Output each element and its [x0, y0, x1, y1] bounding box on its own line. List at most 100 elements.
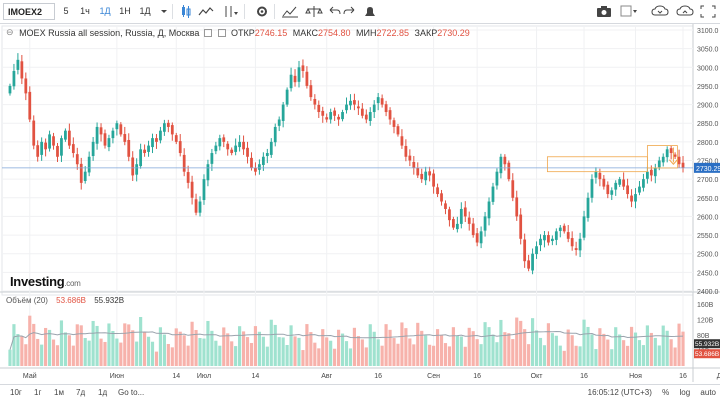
undo-icon[interactable] [324, 3, 344, 20]
alert-icon[interactable] [360, 3, 380, 20]
candle-body [202, 179, 206, 201]
volume-bar [542, 345, 547, 366]
gear-icon[interactable] [252, 3, 272, 20]
range-10y-button[interactable]: 10г [10, 388, 22, 397]
price-tick-label: 2950.0 [697, 84, 719, 91]
percent-toggle[interactable]: % [662, 388, 670, 397]
cloud-download-icon[interactable] [650, 3, 670, 20]
interval-custom-button[interactable]: 1Д [139, 6, 151, 16]
volume-bar [416, 322, 420, 366]
candle-body [459, 208, 463, 224]
volume-bar [230, 341, 234, 366]
volume-bar [424, 335, 428, 366]
candle-body [412, 161, 416, 168]
volume-bar [162, 334, 166, 366]
candle-body [519, 214, 523, 239]
candle-body [162, 123, 166, 132]
volume-bar [79, 325, 83, 366]
layout-icon[interactable] [618, 3, 638, 20]
volume-bar [154, 351, 159, 366]
volume-bar [293, 336, 297, 366]
candle-body [75, 154, 79, 165]
volume-bar [392, 338, 396, 366]
price-tick-label: 2900.0 [697, 103, 719, 110]
candle-body [507, 162, 511, 180]
candle-body [254, 167, 257, 172]
drawing-arrow [669, 147, 678, 165]
collapse-icon[interactable]: ⊖ [6, 27, 14, 38]
range-1y-button[interactable]: 1г [34, 388, 42, 397]
cloud-upload-icon[interactable] [675, 3, 695, 20]
volume-bar [115, 338, 119, 366]
settings-chip-icon[interactable] [203, 28, 212, 37]
indicators-icon[interactable] [196, 3, 216, 20]
candle-body [614, 182, 618, 190]
volume-bar [24, 344, 28, 366]
volume-bar [135, 341, 139, 366]
candle-body [309, 85, 313, 98]
volume-bar [602, 333, 606, 366]
volume-bar [404, 328, 408, 366]
candle-body [448, 209, 451, 221]
interval-5-button[interactable]: 5 [63, 6, 69, 16]
volume-bar [289, 325, 293, 366]
candle-body [665, 149, 669, 158]
interval-1h-button[interactable]: 1ч [80, 6, 90, 16]
dropdown-arrow-icon[interactable] [154, 3, 174, 20]
candle-body [594, 171, 598, 178]
redo-icon[interactable] [340, 3, 360, 20]
candle-body [71, 144, 75, 154]
candle-body [646, 171, 649, 179]
legend-low-label: МИН [356, 27, 377, 38]
time-tick-label: Июн [110, 373, 124, 380]
candle-body [341, 112, 344, 120]
range-7d-button[interactable]: 7д [76, 388, 86, 397]
candle-body [364, 114, 368, 120]
candle-body [48, 134, 51, 149]
log-toggle[interactable]: log [679, 388, 691, 397]
range-1d-button[interactable]: 1д [98, 388, 108, 397]
close-chip-icon[interactable] [218, 28, 227, 37]
candle-body [155, 138, 158, 142]
candle-body [428, 171, 432, 176]
volume-bar [598, 328, 602, 366]
fullscreen-icon[interactable] [698, 3, 718, 20]
auto-toggle[interactable]: auto [700, 388, 716, 397]
candle-body [527, 260, 531, 269]
chart-canvas[interactable]: 2400.0 2450.0 2500.0 2550.0 2600.0 2650.0 2700… [0, 24, 720, 384]
volume-bar [499, 319, 503, 366]
drawing-icon[interactable] [220, 3, 240, 20]
chart-type-icon[interactable] [280, 3, 300, 20]
scale-icon[interactable] [304, 3, 324, 20]
candle-body [258, 164, 261, 170]
interval-1d-button[interactable]: 1Д [99, 6, 111, 16]
candle-body [182, 154, 186, 172]
candle-body [420, 173, 424, 180]
volume-bar [131, 330, 135, 366]
time-tick-label: Сен [427, 373, 440, 380]
goto-button[interactable]: Go to... [118, 388, 145, 397]
candle-body [345, 104, 348, 111]
interval-1w-button[interactable]: 1Н [119, 6, 131, 16]
candle-body [602, 178, 606, 187]
candle-body [198, 201, 202, 213]
candle-body [301, 65, 305, 72]
price-tick-label: 2650.0 [697, 196, 719, 203]
candle-body [123, 134, 127, 142]
symbol-input[interactable]: IMOEX2 [3, 3, 55, 20]
candle-body [380, 98, 384, 105]
volume-bar [103, 341, 107, 366]
camera-icon[interactable] [594, 3, 614, 20]
candle-body [234, 145, 238, 152]
volume-bar [443, 343, 448, 366]
investing-logo: Investing.com [10, 274, 81, 289]
candle-body [400, 136, 404, 146]
price-tick-label: 2800.0 [697, 140, 719, 147]
candles-icon[interactable] [176, 3, 196, 20]
volume-bar [190, 321, 194, 366]
volume-bar [629, 326, 634, 366]
volume-bar [606, 339, 610, 366]
volume-bar [475, 339, 479, 366]
range-1m-button[interactable]: 1м [54, 388, 64, 397]
candle-body [190, 181, 194, 198]
